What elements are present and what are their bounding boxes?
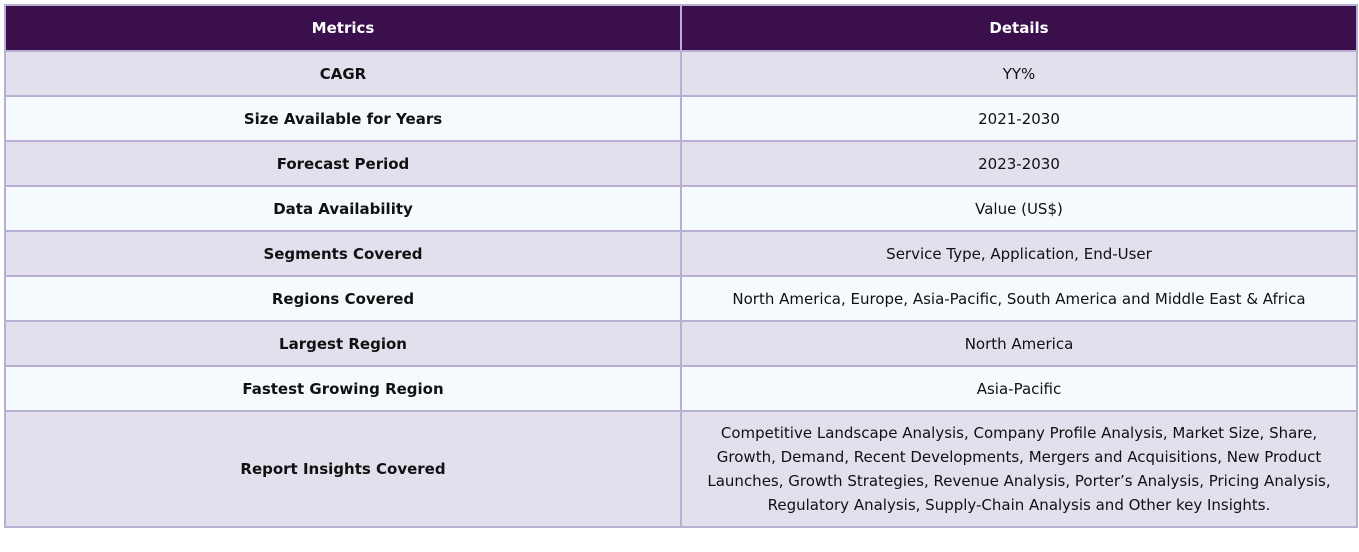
header-details: Details <box>680 4 1358 52</box>
detail-cell: Value (US$) <box>680 185 1358 232</box>
metric-cell: Segments Covered <box>4 230 682 277</box>
table-row: Regions Covered North America, Europe, A… <box>4 275 1358 322</box>
table-row: Largest Region North America <box>4 320 1358 367</box>
table-row: Report Insights Covered Competitive Land… <box>4 410 1358 528</box>
metrics-table: Metrics Details CAGR YY% Size Available … <box>4 4 1358 528</box>
metric-cell: Forecast Period <box>4 140 682 187</box>
metric-cell: Data Availability <box>4 185 682 232</box>
table-header-row: Metrics Details <box>4 4 1358 52</box>
detail-cell: North America, Europe, Asia-Pacific, Sou… <box>680 275 1358 322</box>
table-row: Fastest Growing Region Asia-Pacific <box>4 365 1358 412</box>
table-row: Size Available for Years 2021-2030 <box>4 95 1358 142</box>
metric-cell: CAGR <box>4 50 682 97</box>
table-row: Data Availability Value (US$) <box>4 185 1358 232</box>
metric-cell: Largest Region <box>4 320 682 367</box>
detail-cell: North America <box>680 320 1358 367</box>
table-row: Segments Covered Service Type, Applicati… <box>4 230 1358 277</box>
header-metrics: Metrics <box>4 4 682 52</box>
table-row: CAGR YY% <box>4 50 1358 97</box>
metric-cell: Report Insights Covered <box>4 410 682 528</box>
detail-cell: Asia-Pacific <box>680 365 1358 412</box>
detail-cell: 2023-2030 <box>680 140 1358 187</box>
detail-cell: Competitive Landscape Analysis, Company … <box>680 410 1358 528</box>
metric-cell: Fastest Growing Region <box>4 365 682 412</box>
metrics-table-container: Metrics Details CAGR YY% Size Available … <box>4 4 1358 528</box>
metric-cell: Size Available for Years <box>4 95 682 142</box>
detail-cell: YY% <box>680 50 1358 97</box>
table-row: Forecast Period 2023-2030 <box>4 140 1358 187</box>
metric-cell: Regions Covered <box>4 275 682 322</box>
detail-cell: Service Type, Application, End-User <box>680 230 1358 277</box>
detail-cell: 2021-2030 <box>680 95 1358 142</box>
